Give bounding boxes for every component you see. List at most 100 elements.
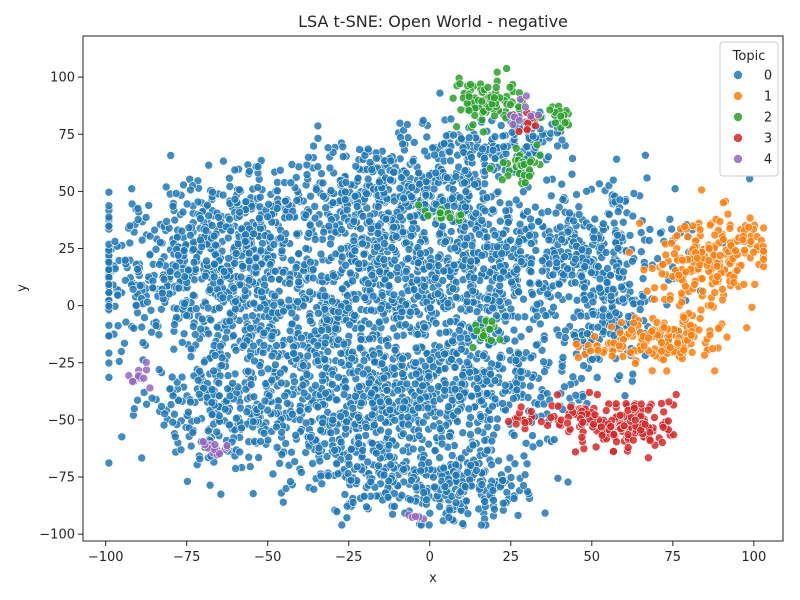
data-point xyxy=(528,442,538,452)
data-point xyxy=(398,369,407,379)
data-point xyxy=(407,224,417,233)
data-point xyxy=(528,431,537,440)
data-point xyxy=(278,497,288,507)
data-point xyxy=(141,213,151,222)
data-point xyxy=(359,356,369,365)
data-point xyxy=(201,271,210,281)
data-point xyxy=(270,291,280,301)
data-point xyxy=(364,378,374,388)
data-point xyxy=(359,491,369,501)
data-point xyxy=(543,207,553,216)
data-point xyxy=(667,224,676,234)
data-point xyxy=(657,346,666,356)
data-point xyxy=(492,67,502,77)
data-point xyxy=(468,440,478,450)
data-point xyxy=(557,179,567,189)
data-point xyxy=(460,178,469,187)
data-point xyxy=(104,358,114,368)
data-point xyxy=(710,230,720,240)
data-point xyxy=(229,283,238,293)
data-point xyxy=(259,341,269,350)
data-point xyxy=(339,390,349,399)
data-point xyxy=(177,226,187,236)
data-point xyxy=(658,438,667,447)
data-point xyxy=(519,481,528,490)
data-point xyxy=(363,457,373,467)
data-point xyxy=(397,307,407,317)
data-point xyxy=(375,397,385,407)
data-point xyxy=(731,246,740,255)
data-point xyxy=(604,210,614,219)
data-point xyxy=(420,146,429,156)
data-point xyxy=(313,134,323,143)
data-point xyxy=(259,428,269,438)
data-point xyxy=(104,212,114,222)
data-point xyxy=(440,349,449,359)
data-point xyxy=(413,330,423,339)
data-point xyxy=(200,357,209,367)
data-point xyxy=(212,322,222,332)
data-point xyxy=(360,293,370,303)
data-point xyxy=(447,194,457,203)
data-point xyxy=(454,326,464,335)
data-point xyxy=(602,278,612,287)
data-point xyxy=(509,431,519,440)
data-point xyxy=(612,154,621,164)
data-point xyxy=(350,246,360,255)
data-point xyxy=(340,195,350,204)
data-point xyxy=(246,323,255,333)
data-point xyxy=(704,256,714,265)
data-point xyxy=(301,418,311,428)
data-point xyxy=(704,244,714,253)
data-point xyxy=(677,288,686,298)
data-point xyxy=(571,254,580,264)
data-point xyxy=(618,294,628,304)
data-point xyxy=(245,167,254,176)
data-point xyxy=(320,355,330,364)
data-point xyxy=(358,239,367,249)
data-point xyxy=(453,406,463,416)
data-point xyxy=(742,323,752,333)
data-point xyxy=(260,396,270,406)
data-point xyxy=(150,225,159,235)
data-point xyxy=(331,395,341,405)
data-point xyxy=(407,475,416,485)
data-point xyxy=(284,212,294,222)
data-point xyxy=(458,519,468,528)
data-point xyxy=(248,489,258,498)
data-point xyxy=(441,237,450,246)
data-point xyxy=(428,143,437,153)
data-point xyxy=(337,225,346,234)
data-point xyxy=(667,238,676,248)
data-point xyxy=(759,223,768,233)
data-point xyxy=(488,401,497,411)
data-point xyxy=(490,504,499,514)
data-point xyxy=(361,431,371,440)
data-point xyxy=(127,199,137,209)
data-point xyxy=(374,317,384,327)
data-point xyxy=(489,93,499,102)
data-point xyxy=(259,328,269,338)
data-point xyxy=(662,366,672,376)
data-point xyxy=(679,345,689,355)
data-point xyxy=(567,169,577,179)
data-point xyxy=(318,178,328,188)
data-point xyxy=(317,479,327,489)
data-point xyxy=(332,507,342,516)
data-point xyxy=(577,374,586,383)
data-point xyxy=(225,420,234,430)
data-point xyxy=(641,151,650,160)
data-point xyxy=(201,226,211,235)
data-point xyxy=(193,176,203,186)
data-point xyxy=(140,313,149,322)
data-point xyxy=(759,255,768,264)
data-point xyxy=(510,336,520,346)
data-point xyxy=(458,428,468,438)
data-point xyxy=(498,131,508,141)
data-point xyxy=(525,381,535,391)
data-point xyxy=(645,225,655,234)
data-point xyxy=(336,437,346,447)
data-point xyxy=(338,142,348,152)
data-point xyxy=(595,179,604,189)
data-point xyxy=(249,392,259,402)
